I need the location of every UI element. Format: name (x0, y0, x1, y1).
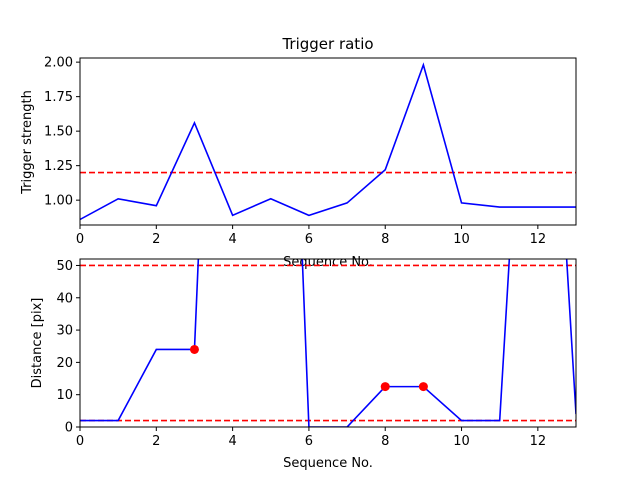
x-tick-label: 2 (152, 434, 160, 449)
y-tick-label: 40 (56, 291, 73, 306)
x-tick-label: 6 (305, 434, 313, 449)
axes-frame (79, 57, 577, 226)
x-tick-label: 4 (228, 232, 236, 247)
x-tick-label: 10 (453, 232, 470, 247)
y-tick-label: 1.25 (44, 159, 73, 174)
x-tick-label: 6 (305, 232, 313, 247)
x-tick-label: 4 (228, 434, 236, 449)
plot-content (80, 259, 576, 427)
y-tick-label: 1.00 (44, 194, 73, 209)
y-tick-label: 0 (65, 421, 73, 436)
x-tick-label: 8 (381, 232, 389, 247)
x-tick-label: 2 (152, 232, 160, 247)
y-tick-label: 10 (56, 388, 73, 403)
x-tick-label: 8 (381, 434, 389, 449)
y-tick-label: 1.75 (44, 90, 73, 105)
y-tick-label: 20 (56, 356, 73, 371)
y-tick-label: 1.50 (44, 125, 73, 140)
x-axis-label: Sequence No. (283, 456, 373, 471)
x-tick-label: 12 (530, 232, 547, 247)
series-line (80, 62, 576, 221)
y-tick-label: 2.00 (44, 56, 73, 71)
x-tick-label: 12 (530, 434, 547, 449)
plot-area: 0 2 4 6 8 10 12 1.00 1.25 1.50 1.75 2.00 (44, 56, 577, 247)
y-tick-label: 50 (56, 259, 73, 274)
x-axis-label: Sequence No. (283, 255, 373, 270)
series-line (80, 259, 576, 427)
axes-frame (79, 258, 577, 428)
x-tick-label: 10 (453, 434, 470, 449)
y-tick-label: 30 (56, 324, 73, 339)
chart-title: Trigger ratio (281, 35, 373, 53)
y-axis-label: Trigger strength (20, 90, 35, 195)
trigger-ratio-chart: Trigger ratio Trigger strength Sequence … (20, 35, 577, 270)
y-axis-label: Distance [pix] (30, 298, 45, 389)
point-marker (418, 382, 428, 392)
plot-area: 0 2 4 6 8 10 12 0 10 20 30 40 50 (56, 258, 577, 449)
x-tick-label: 0 (76, 434, 84, 449)
distance-chart: Distance [pix] Sequence No. 0 2 4 6 8 10 12 0 10… (30, 258, 577, 471)
point-marker (189, 344, 199, 354)
point-marker (380, 382, 390, 392)
x-tick-label: 0 (76, 232, 84, 247)
plot-content (80, 62, 576, 221)
